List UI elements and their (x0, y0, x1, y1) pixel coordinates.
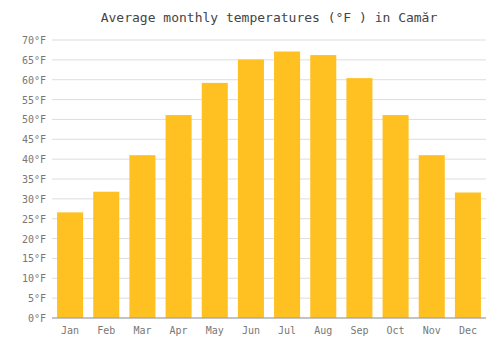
x-tick-label: Mar (133, 325, 151, 336)
x-tick-label: Aug (314, 325, 332, 336)
grid-line (52, 139, 486, 140)
bars (57, 52, 481, 318)
bar (202, 83, 228, 318)
grid-line (52, 79, 486, 80)
grid-line (52, 318, 486, 319)
bar (346, 78, 372, 318)
x-tick-label: Jan (61, 325, 79, 336)
y-tick-label: 0°F (28, 313, 46, 324)
x-tick-label: Jul (278, 325, 296, 336)
y-tick-label: 5°F (28, 293, 46, 304)
title: Average monthly temperatures (°F ) in Ca… (101, 10, 438, 25)
grid-line (52, 99, 486, 100)
y-tick-label: 15°F (22, 253, 46, 264)
y-tick-label: 30°F (22, 194, 46, 205)
x-axis: Jan Feb Mar Apr May Jun Jul Aug Sep Oct Nov Dec (52, 318, 486, 336)
bar (455, 193, 481, 318)
grid-line (52, 40, 486, 41)
y-tick-label: 65°F (22, 55, 46, 66)
bar (383, 115, 409, 318)
x-tick-label: Apr (170, 325, 188, 336)
y-tick-label: 20°F (22, 234, 46, 245)
y-tick-label: 40°F (22, 154, 46, 165)
grid-line (52, 59, 486, 60)
bar (129, 155, 155, 318)
x-tick-label: Nov (423, 325, 441, 336)
y-tick-label: 60°F (22, 75, 46, 86)
bar (57, 212, 83, 318)
y-tick-label: 35°F (22, 174, 46, 185)
bar (274, 52, 300, 318)
page: {"chart_data": {"type": "bar", "title": … (0, 0, 500, 350)
y-tick-label: 10°F (22, 273, 46, 284)
bar (166, 115, 192, 318)
y-tick-label: 70°F (22, 35, 46, 46)
x-tick-label: Dec (459, 325, 477, 336)
x-tick-label: Oct (387, 325, 405, 336)
y-tick-label: 25°F (22, 214, 46, 225)
bar (93, 192, 119, 318)
x-tick-label: Sep (350, 325, 368, 336)
y-axis: 0°F 5°F 10°F 15°F 20°F 25°F 30°F 35°F 40°F 45°F 50… (22, 35, 486, 324)
x-tick-label: Feb (97, 325, 115, 336)
y-tick-label: 45°F (22, 134, 46, 145)
x-tick-label: Jun (242, 325, 260, 336)
y-tick-label: 50°F (22, 114, 46, 125)
grid-line (52, 119, 486, 120)
bar (419, 155, 445, 318)
y-tick-label: 55°F (22, 95, 46, 106)
bar (310, 55, 336, 318)
bar (238, 59, 264, 318)
x-tick-label: May (206, 325, 224, 336)
x-axis-line (52, 318, 486, 319)
chart: Average monthly temperatures (°F ) in Ca… (0, 0, 500, 350)
